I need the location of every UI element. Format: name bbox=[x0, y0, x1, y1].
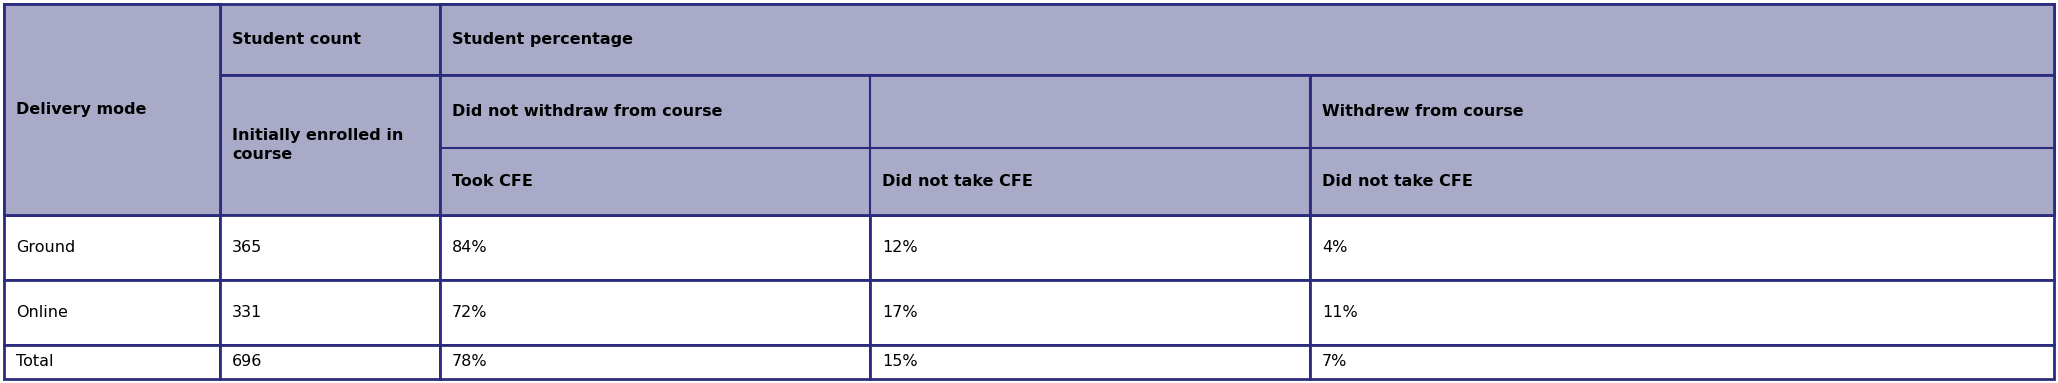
Bar bbox=[1311, 75, 2054, 215]
Text: Took CFE: Took CFE bbox=[453, 174, 533, 189]
Text: Did not withdraw from course: Did not withdraw from course bbox=[453, 104, 722, 119]
Bar bbox=[4, 345, 220, 379]
Text: 78%: 78% bbox=[453, 355, 488, 370]
Text: 84%: 84% bbox=[453, 240, 488, 255]
Bar bbox=[1311, 215, 2054, 280]
Text: Online: Online bbox=[16, 305, 68, 320]
Bar bbox=[871, 280, 1311, 345]
Text: 331: 331 bbox=[233, 305, 261, 320]
Bar bbox=[440, 75, 871, 215]
Text: Did not take CFE: Did not take CFE bbox=[1321, 174, 1474, 189]
Bar bbox=[1311, 75, 2054, 215]
Bar bbox=[871, 75, 1311, 215]
Text: 72%: 72% bbox=[453, 305, 488, 320]
Text: Withdrew from course: Withdrew from course bbox=[1321, 104, 1523, 119]
Bar bbox=[440, 280, 871, 345]
Text: Delivery mode: Delivery mode bbox=[16, 102, 146, 117]
Bar bbox=[1311, 280, 2054, 345]
Bar bbox=[220, 4, 440, 75]
Bar bbox=[440, 75, 1311, 215]
Text: 12%: 12% bbox=[883, 240, 918, 255]
Text: 7%: 7% bbox=[1321, 355, 1348, 370]
Bar bbox=[440, 4, 871, 75]
Text: 696: 696 bbox=[233, 355, 261, 370]
Text: 15%: 15% bbox=[883, 355, 918, 370]
Bar bbox=[220, 215, 440, 280]
Bar bbox=[4, 4, 220, 215]
Text: Student percentage: Student percentage bbox=[453, 32, 634, 47]
Bar bbox=[220, 75, 440, 215]
Bar bbox=[871, 345, 1311, 379]
Text: Total: Total bbox=[16, 355, 54, 370]
Bar bbox=[4, 280, 220, 345]
Bar bbox=[871, 215, 1311, 280]
Bar bbox=[871, 4, 1311, 75]
Text: 365: 365 bbox=[233, 240, 261, 255]
Bar bbox=[4, 75, 220, 215]
Text: 11%: 11% bbox=[1321, 305, 1358, 320]
Bar bbox=[440, 215, 871, 280]
Bar bbox=[1311, 345, 2054, 379]
Bar bbox=[440, 345, 871, 379]
Text: Initially enrolled in
course: Initially enrolled in course bbox=[233, 128, 403, 162]
Bar bbox=[1311, 4, 2054, 75]
Text: Student count: Student count bbox=[233, 32, 360, 47]
Bar bbox=[4, 215, 220, 280]
Text: 17%: 17% bbox=[883, 305, 918, 320]
Text: 4%: 4% bbox=[1321, 240, 1348, 255]
Bar bbox=[220, 345, 440, 379]
Bar bbox=[4, 4, 220, 75]
Text: Did not take CFE: Did not take CFE bbox=[883, 174, 1033, 189]
Bar bbox=[220, 280, 440, 345]
Text: Ground: Ground bbox=[16, 240, 76, 255]
Bar bbox=[440, 4, 2054, 75]
